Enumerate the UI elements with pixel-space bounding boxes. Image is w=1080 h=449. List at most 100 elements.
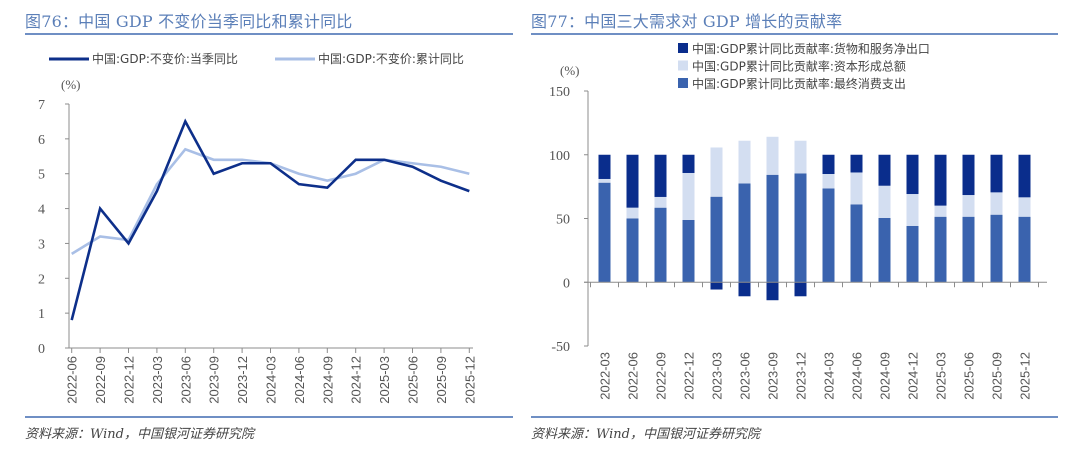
bar-segment xyxy=(738,140,751,184)
y-tick-label: 1 xyxy=(38,307,45,322)
y-tick-label: 100 xyxy=(549,149,570,164)
x-tick-label: 2024-09 xyxy=(320,356,335,404)
bar-segment xyxy=(654,154,667,197)
bar-segment xyxy=(962,195,975,217)
bar-segment xyxy=(682,219,695,283)
x-tick-label: 2023-09 xyxy=(207,356,222,404)
legend-swatch xyxy=(678,43,688,53)
bar-stack xyxy=(794,140,807,297)
legend-swatch xyxy=(678,78,688,88)
bar-segment xyxy=(934,154,947,206)
bar-segment xyxy=(990,154,1003,193)
x-tick-label: 2024-06 xyxy=(292,356,307,404)
x-tick-label: 2023-12 xyxy=(794,352,809,400)
y-unit-label: (%) xyxy=(560,63,580,78)
x-tick-label: 2022-06 xyxy=(626,352,641,400)
right-source-note: 资料来源：Wind，中国银河证券研究院 xyxy=(531,427,760,442)
legend-label: 中国:GDP:不变价:累计同比 xyxy=(318,51,464,66)
bar-segment xyxy=(710,147,723,197)
left-source-note: 资料来源：Wind，中国银河证券研究院 xyxy=(25,427,254,442)
bar-segment xyxy=(850,172,863,205)
bar-stack xyxy=(1018,154,1031,283)
bar-segment xyxy=(598,182,611,283)
bar-segment xyxy=(598,154,611,179)
y-tick-label: 7 xyxy=(38,98,45,113)
bar-segment xyxy=(850,154,863,173)
bar-segment xyxy=(710,282,723,290)
bar-segment xyxy=(626,207,639,219)
right-figure-title: 图77：中国三大需求对 GDP 增长的贡献率 xyxy=(531,12,843,31)
legend-label: 中国:GDP:不变价:当季同比 xyxy=(92,51,238,66)
legend-label: 中国:GDP累计同比贡献率:资本形成总额 xyxy=(692,59,906,74)
bar-segment xyxy=(850,204,863,283)
x-tick-label: 2022-09 xyxy=(654,352,669,400)
left-figure-title: 图76：中国 GDP 不变价当季同比和累计同比 xyxy=(25,12,353,31)
legend-swatch xyxy=(678,60,688,71)
bar-stack xyxy=(962,154,975,283)
bar-stack xyxy=(626,154,639,283)
bar-segment xyxy=(906,225,919,283)
legend-item: 中国:GDP累计同比贡献率:最终消费支出 xyxy=(678,76,906,91)
bar-segment xyxy=(794,173,807,283)
bar-segment xyxy=(626,218,639,283)
left-title-rule xyxy=(25,33,513,35)
bar-segment xyxy=(990,214,1003,283)
x-tick-label: 2024-09 xyxy=(878,352,893,400)
bar-stack xyxy=(850,154,863,283)
x-tick-label: 2025-03 xyxy=(934,352,949,400)
right-figure-panel: 图77：中国三大需求对 GDP 增长的贡献率 中国:GDP累计同比贡献率:货物和… xyxy=(531,0,1058,449)
bar-segment xyxy=(1018,216,1031,283)
bar-segment xyxy=(878,185,891,218)
bar-segment xyxy=(738,183,751,283)
bar-stack xyxy=(738,140,751,297)
bar-segment xyxy=(626,154,639,208)
bar-segment xyxy=(1018,197,1031,217)
x-tick-label: 2024-12 xyxy=(349,356,364,404)
bar-stack xyxy=(682,154,695,283)
bar-segment xyxy=(822,188,835,283)
bar-segment xyxy=(654,196,667,208)
bar-segment xyxy=(794,282,807,297)
bar-segment xyxy=(766,282,779,301)
y-tick-label: 50 xyxy=(556,213,570,228)
x-tick-label: 2025-12 xyxy=(1018,352,1033,400)
legend-item: 中国:GDP:不变价:当季同比 xyxy=(49,51,238,66)
legend-label: 中国:GDP累计同比贡献率:货物和服务净出口 xyxy=(692,41,930,56)
bar-segment xyxy=(598,178,611,183)
left-bottom-rule xyxy=(25,416,513,418)
y-unit-label: (%) xyxy=(61,77,81,92)
bar-segment xyxy=(878,154,891,186)
bar-segment xyxy=(990,192,1003,215)
y-tick-label: 4 xyxy=(38,203,45,218)
x-tick-label: 2025-06 xyxy=(406,356,421,404)
x-tick-label: 2022-09 xyxy=(93,356,108,404)
y-tick-label: 5 xyxy=(38,168,45,183)
x-tick-label: 2024-03 xyxy=(264,356,279,404)
left-figure-panel: 图76：中国 GDP 不变价当季同比和累计同比 中国:GDP:不变价:当季同比中… xyxy=(25,0,513,449)
series-line xyxy=(70,118,470,321)
bar-stack xyxy=(878,154,891,283)
x-tick-label: 2025-03 xyxy=(377,356,392,404)
bar-segment xyxy=(906,194,919,226)
legend-item: 中国:GDP:不变价:累计同比 xyxy=(275,51,464,66)
bar-segment xyxy=(822,174,835,189)
y-tick-label: -50 xyxy=(551,340,570,355)
x-tick-label: 2025-12 xyxy=(462,356,477,404)
bar-segment xyxy=(766,174,779,283)
y-tick-label: 150 xyxy=(549,85,570,100)
bar-segment xyxy=(738,282,751,297)
x-tick-label: 2023-06 xyxy=(178,356,193,404)
x-tick-label: 2024-12 xyxy=(906,352,921,400)
bar-segment xyxy=(962,154,975,196)
x-tick-label: 2024-03 xyxy=(822,352,837,400)
bar-chart-legend: 中国:GDP累计同比贡献率:货物和服务净出口中国:GDP累计同比贡献率:资本形成… xyxy=(678,41,930,91)
bar-stack xyxy=(906,154,919,283)
bar-segment xyxy=(878,217,891,283)
bar-segment xyxy=(682,154,695,173)
bar-segment xyxy=(962,216,975,283)
line-chart-legend: 中国:GDP:不变价:当季同比 中国:GDP:不变价:累计同比 xyxy=(49,51,464,66)
x-tick-label: 2025-06 xyxy=(962,352,977,400)
x-tick-label: 2023-12 xyxy=(235,356,250,404)
bar-stack xyxy=(654,154,667,283)
x-tick-label: 2024-06 xyxy=(850,352,865,400)
